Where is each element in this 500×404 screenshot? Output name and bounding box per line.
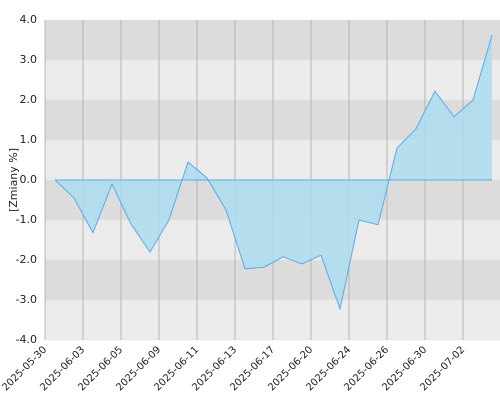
y-tick-label: -4.0 (16, 333, 37, 346)
y-tick-label: -3.0 (16, 293, 37, 306)
line (54, 35, 493, 311)
y-tick-label: 2.0 (20, 93, 38, 106)
y-tick-label: 4.0 (20, 13, 38, 26)
y-tick-label: 3.0 (20, 53, 38, 66)
y-tick-label: -1.0 (16, 213, 37, 226)
area (55, 35, 492, 309)
y-tick-label: 0.0 (20, 173, 38, 186)
y-axis-label: [Zmiany %] (7, 148, 20, 212)
y-tick-label: 1.0 (20, 133, 38, 146)
y-tick-label: -2.0 (16, 253, 37, 266)
